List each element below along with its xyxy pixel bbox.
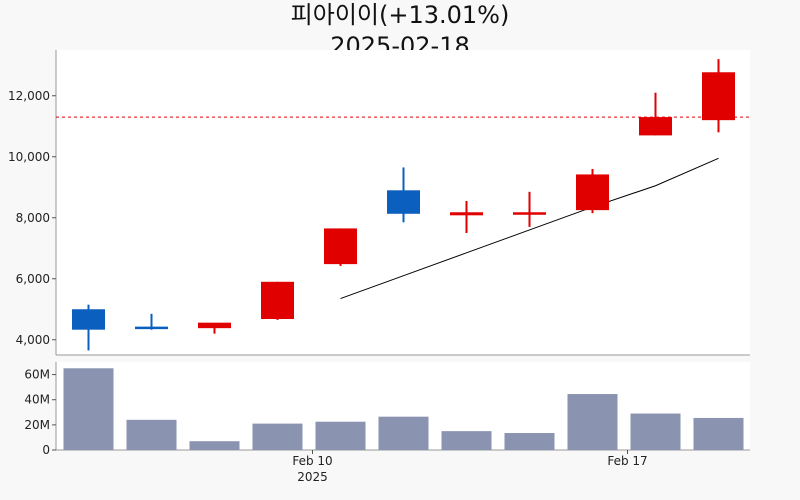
volume-bar	[126, 419, 177, 450]
candle-up	[702, 72, 735, 121]
volume-bar	[315, 421, 366, 450]
chart-title-block: 피아이이(+13.01%) 2025-02-18	[0, 0, 800, 62]
chart-title: 피아이이(+13.01%)	[290, 1, 510, 29]
volume-y-tick-label: 60M	[24, 368, 50, 382]
candle-up	[639, 117, 672, 136]
volume-bar	[504, 433, 555, 450]
candle-up	[576, 174, 609, 211]
price-y-tick-label: 10,000	[8, 150, 50, 164]
volume-bar	[63, 368, 114, 450]
price-y-tick-label: 4,000	[16, 333, 50, 347]
x-tick-label: Feb 10	[292, 454, 332, 468]
x-tick-label: Feb 17	[607, 454, 647, 468]
volume-y-tick-label: 40M	[24, 393, 50, 407]
volume-bar	[189, 441, 240, 450]
price-panel: 4,000 6,000 8,000 10,000 12,000	[8, 50, 750, 356]
candle-up	[198, 322, 231, 329]
volume-panel: 0 20M 40M 60M Feb 10 2025 Feb 17	[24, 362, 750, 484]
price-y-tick-label: 8,000	[16, 211, 50, 225]
x-tick-year-label: 2025	[297, 470, 328, 484]
volume-bar	[693, 417, 744, 450]
volume-bar	[630, 413, 681, 450]
candle-up	[261, 281, 294, 320]
candle-down	[387, 190, 420, 214]
price-y-tick-label: 12,000	[8, 89, 50, 103]
candle-up	[450, 212, 483, 216]
volume-y-tick-label: 20M	[24, 418, 50, 432]
volume-bar	[567, 394, 618, 450]
volume-bar	[252, 423, 303, 450]
volume-bar	[441, 431, 492, 450]
candle-down	[72, 309, 105, 330]
moving-average-line	[340, 157, 719, 300]
candle-up	[513, 212, 546, 215]
price-y-tick-label: 6,000	[16, 272, 50, 286]
candle-up	[324, 228, 357, 265]
volume-bar	[378, 416, 429, 450]
candle-down	[135, 326, 168, 330]
volume-y-tick-label: 0	[42, 443, 50, 457]
